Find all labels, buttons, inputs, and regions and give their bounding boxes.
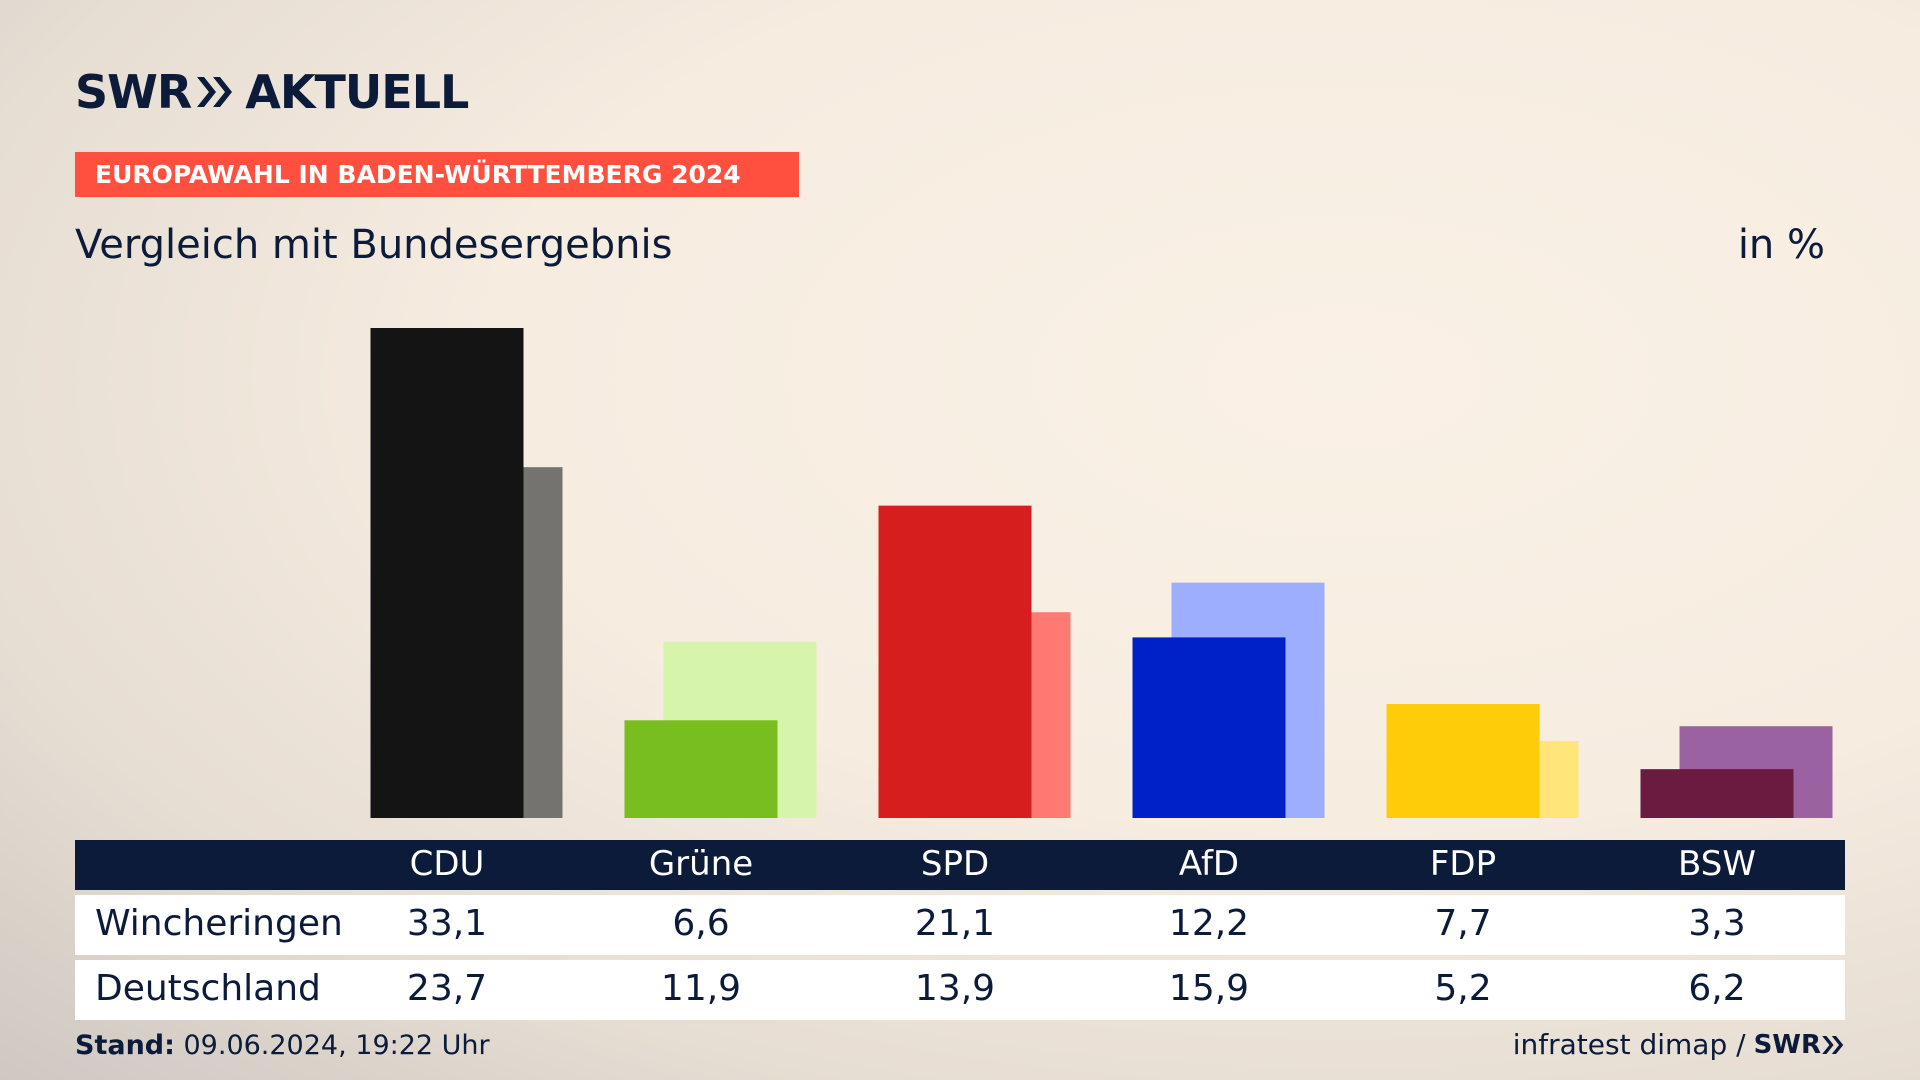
value-cell: 13,9 [914, 968, 996, 1009]
stand-value: 09.06.2024, 19:22 Uhr [174, 1030, 490, 1061]
value-cell: 12,2 [1168, 903, 1250, 944]
logo-swr: SWR [75, 65, 192, 119]
value-cell: 6,6 [672, 903, 730, 944]
value-cell: 5,2 [1434, 968, 1492, 1009]
double-chevron-icon [1822, 1035, 1844, 1054]
double-chevron-icon [197, 77, 233, 107]
timestamp: Stand: 09.06.2024, 19:22 Uhr [75, 1030, 490, 1061]
value-cell: 23,7 [406, 968, 488, 1009]
column-header-afd: AfD [1178, 844, 1240, 884]
bar-spd-wincheringen [878, 505, 1032, 818]
table-row-wincheringen: Wincheringen 33,1 6,6 21,1 12,2 7,7 3,3 [75, 895, 1845, 955]
value-cell: 15,9 [1168, 968, 1250, 1009]
row-label: Deutschland [95, 968, 321, 1009]
results-table: CDU Grüne SPD AfD FDP BSW Wincheringen 33,1 6,6… [75, 840, 1845, 1020]
election-banner: EUROPAWAHL IN BADEN-WÜRTTEMBERG 2024 [75, 152, 799, 197]
source-credit: infratest dimap / SWR [1513, 1028, 1845, 1061]
bar-cdu-wincheringen [370, 328, 524, 818]
table-header: CDU Grüne SPD AfD FDP BSW [75, 840, 1845, 890]
chart-subtitle: Vergleich mit Bundesergebnis [75, 222, 673, 268]
value-cell: 6,2 [1688, 968, 1746, 1009]
value-cell: 3,3 [1688, 903, 1746, 944]
value-cell: 11,9 [660, 968, 742, 1009]
row-label: Wincheringen [95, 903, 343, 944]
swr-aktuell-logo: SWR AKTUELL [75, 65, 469, 119]
footer-swr-logo: SWR [1753, 1029, 1821, 1060]
stand-label: Stand: [75, 1030, 175, 1061]
column-header-fdp: FDP [1429, 844, 1497, 884]
column-header-cdu: CDU [409, 844, 485, 884]
bar-bsw-wincheringen [1640, 769, 1794, 818]
bar-gruene-wincheringen [624, 720, 778, 818]
column-header-gruene: Grüne [648, 844, 754, 884]
bar-afd-wincheringen [1132, 637, 1286, 818]
source-text: infratest dimap / [1512, 1028, 1746, 1061]
column-header-spd: SPD [920, 844, 990, 884]
value-cell: 33,1 [406, 903, 488, 944]
column-header-bsw: BSW [1678, 844, 1756, 884]
unit-label: in % [1737, 222, 1825, 268]
bar-fdp-wincheringen [1386, 704, 1540, 818]
value-cell: 7,7 [1434, 903, 1492, 944]
logo-aktuell: AKTUELL [245, 65, 469, 119]
table-row-deutschland: Deutschland 23,7 11,9 13,9 15,9 5,2 6,2 [75, 960, 1845, 1020]
value-cell: 21,1 [914, 903, 996, 944]
